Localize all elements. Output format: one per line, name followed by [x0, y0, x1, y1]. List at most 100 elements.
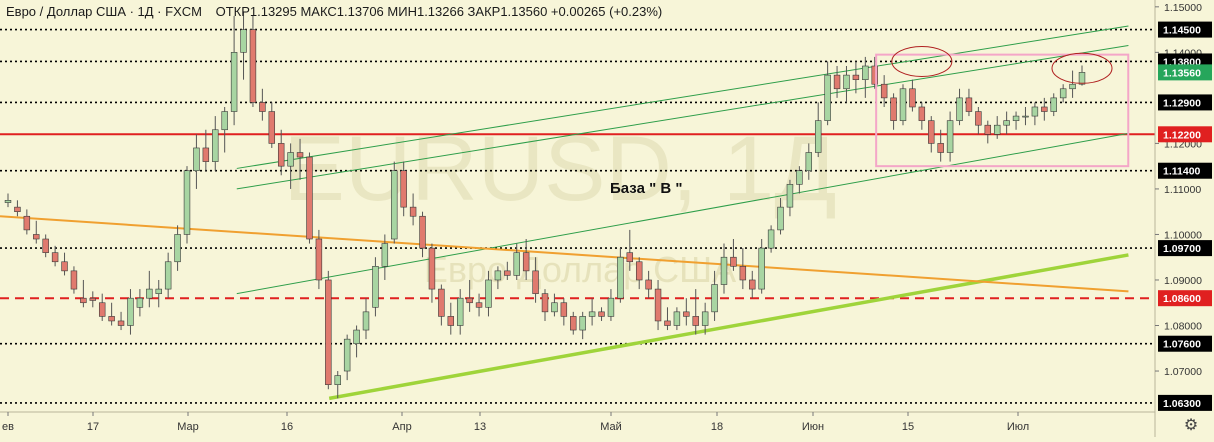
- time-tick-label: Мар: [177, 421, 199, 433]
- trend-line-channel-upper: [236, 25, 1129, 169]
- price-tick-label: 1.07000: [1164, 366, 1202, 378]
- time-axis[interactable]: ев 17 Мар 16 Апр 13 Май 18 Июн 15 Июл: [0, 411, 1155, 433]
- time-tick-label: 17: [87, 421, 99, 433]
- candle-down: [1041, 106, 1048, 112]
- price-axis[interactable]: 1.150001.140001.120001.110001.100001.090…: [1154, 0, 1214, 437]
- candle-up: [1012, 115, 1020, 121]
- candle-up: [617, 256, 624, 299]
- time-tick-label: Июн: [802, 421, 824, 433]
- candle-down: [70, 270, 78, 290]
- candle-down: [33, 234, 40, 240]
- candle-up: [362, 311, 370, 331]
- candle-down: [98, 302, 106, 317]
- candle-down: [259, 102, 266, 112]
- candle-down: [42, 238, 49, 253]
- level-price-label-bg: [1158, 240, 1212, 257]
- candle-up: [193, 147, 200, 172]
- candle-down: [419, 215, 426, 249]
- level-price-label-bg: [1158, 126, 1212, 143]
- candle-down: [570, 316, 577, 331]
- level-price-label: 1.12200: [1163, 129, 1201, 141]
- candle-down: [560, 302, 568, 317]
- candle-down: [277, 143, 285, 167]
- gear-icon[interactable]: ⚙: [1183, 417, 1199, 434]
- level-price-label: 1.09700: [1163, 243, 1201, 255]
- level-price-label: 1.13560: [1163, 67, 1201, 79]
- level-price-label-bg: [1158, 162, 1212, 179]
- candle-down: [645, 279, 652, 290]
- candle-down: [400, 170, 407, 208]
- highlight-ellipse: [1051, 52, 1113, 84]
- time-tick-label: Май: [600, 421, 622, 433]
- candle-down: [598, 311, 605, 317]
- candle-up: [993, 124, 1001, 135]
- candle-down: [918, 106, 926, 121]
- candle-up: [786, 184, 794, 208]
- level-price-label: 1.12900: [1163, 97, 1201, 109]
- candle-up: [899, 88, 907, 121]
- candle-up: [862, 65, 869, 80]
- level-price-label: 1.14500: [1163, 25, 1201, 37]
- level-price-label-bg: [1158, 335, 1212, 352]
- candle-down: [730, 256, 737, 267]
- candle-up: [579, 316, 586, 331]
- time-tick-label: 18: [711, 421, 723, 433]
- candle-up: [174, 234, 181, 263]
- candle-down: [306, 156, 313, 240]
- candle-up: [956, 97, 963, 121]
- candle-down: [683, 311, 690, 317]
- symbol-title[interactable]: Евро / Доллар США · 1Д · FXCM: [6, 4, 202, 19]
- candle-up: [796, 170, 803, 185]
- candle-up: [164, 261, 172, 290]
- candle-up: [711, 284, 718, 313]
- candle-down: [325, 279, 332, 385]
- highlight-ellipse: [891, 45, 953, 77]
- candle-down: [108, 316, 115, 322]
- candle-up: [456, 297, 464, 326]
- candle-up: [127, 297, 134, 326]
- candle-up: [758, 247, 765, 290]
- time-tick-label: 13: [474, 421, 486, 433]
- candle-down: [466, 297, 473, 304]
- level-price-label-bg: [1158, 394, 1212, 411]
- candle-down: [928, 120, 935, 144]
- candle-up: [183, 170, 191, 235]
- candle-up: [343, 338, 351, 372]
- candle-up: [4, 200, 12, 203]
- price-tick-label: 1.10000: [1164, 229, 1202, 241]
- candle-up: [485, 279, 492, 308]
- candle-down: [447, 316, 455, 326]
- candle-up: [1078, 72, 1086, 85]
- candle-down: [14, 206, 21, 212]
- trend-line-channel-mid: [236, 45, 1129, 190]
- candle-down: [654, 288, 662, 322]
- candle-down: [984, 124, 992, 135]
- candle-down: [635, 261, 643, 281]
- candle-up: [146, 288, 153, 299]
- level-price-label: 1.07600: [1163, 339, 1201, 351]
- level-price-label-bg: [1158, 290, 1212, 307]
- candle-up: [1059, 88, 1067, 99]
- candle-up: [136, 297, 144, 308]
- candle-up: [607, 297, 615, 317]
- candle-up: [777, 206, 784, 231]
- candle-up: [946, 120, 954, 153]
- time-tick-label: Апр: [392, 421, 411, 433]
- candle-down: [692, 316, 699, 326]
- candle-down: [475, 302, 483, 308]
- candle-up: [372, 266, 379, 308]
- candle-down: [532, 270, 539, 294]
- candle-up: [824, 74, 831, 121]
- candle-up: [230, 52, 238, 112]
- candle-down: [409, 206, 417, 217]
- time-tick-label: 15: [902, 421, 914, 433]
- level-price-label-bg: [1158, 21, 1212, 38]
- base-b-annotation: База " В ": [610, 180, 682, 197]
- overlays: [875, 45, 1130, 168]
- candle-up: [720, 256, 728, 285]
- candle-down: [965, 97, 973, 112]
- candle-up: [381, 243, 389, 267]
- level-price-label: 1.06300: [1163, 398, 1201, 410]
- trend-line-channel-lower: [236, 132, 1129, 295]
